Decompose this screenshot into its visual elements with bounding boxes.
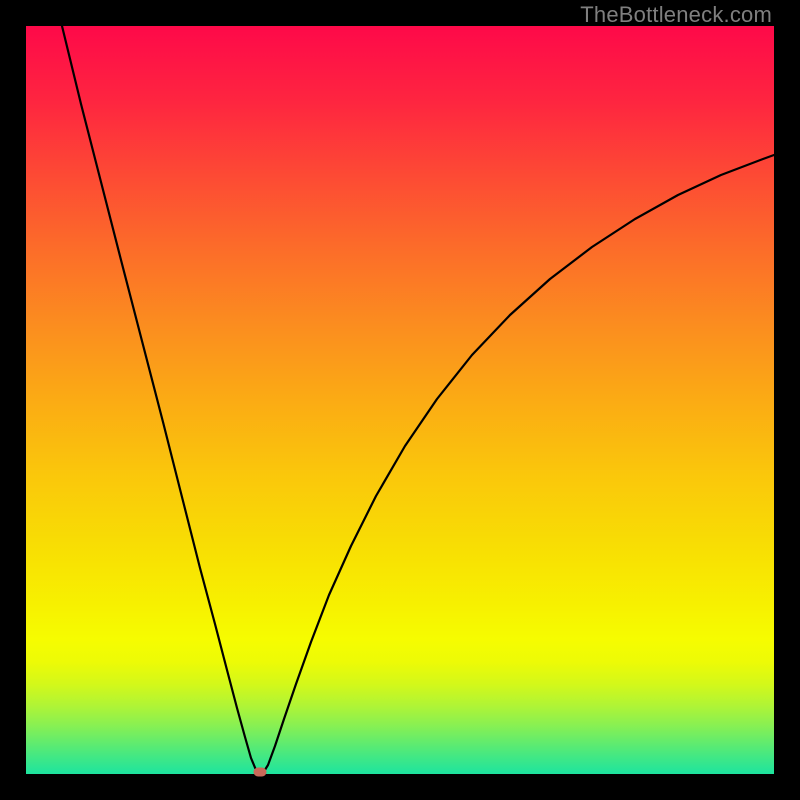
bottleneck-curve [26,26,774,774]
watermark-text: TheBottleneck.com [580,2,772,28]
optimum-marker [254,768,267,777]
chart-frame: TheBottleneck.com [0,0,800,800]
plot-area [26,26,774,774]
